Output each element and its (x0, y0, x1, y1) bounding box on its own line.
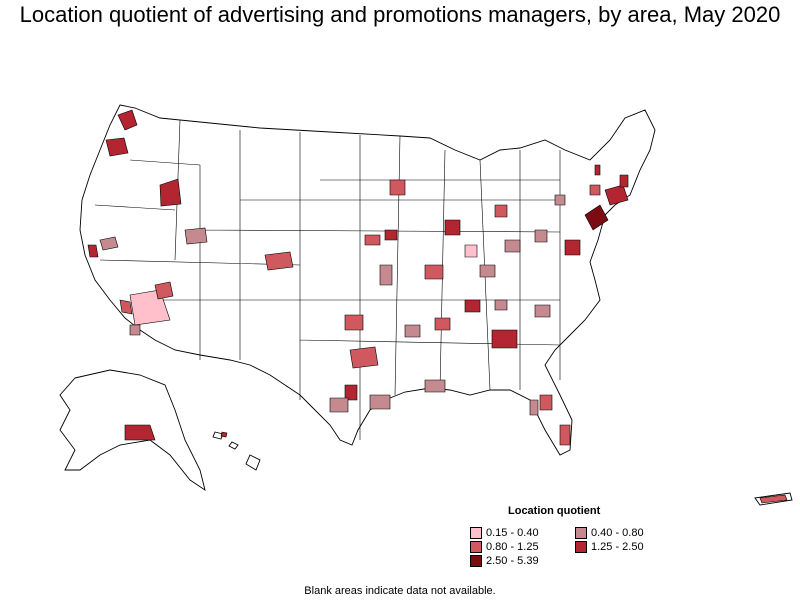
legend-swatch (470, 555, 482, 567)
legend-label: 0.15 - 0.40 (486, 527, 539, 539)
legend-swatch (575, 527, 587, 539)
hawaii-outline (212, 431, 261, 471)
legend-item: 0.15 - 0.40 (470, 527, 575, 539)
legend-title: Location quotient (508, 505, 601, 517)
legend-label: 0.80 - 1.25 (486, 541, 539, 553)
legend-label: 2.50 - 5.39 (486, 555, 539, 567)
legend-swatch (470, 527, 482, 539)
legend: Location quotient 0.15 - 0.40 0.40 - 0.8… (470, 505, 670, 567)
map-title: Location quotient of advertising and pro… (19, 2, 781, 27)
legend-item: 1.25 - 2.50 (575, 541, 675, 553)
legend-swatch (575, 541, 587, 553)
contiguous-us-outline (79, 104, 656, 456)
legend-item: 0.40 - 0.80 (575, 527, 675, 539)
legend-swatch (470, 541, 482, 553)
legend-item: 2.50 - 5.39 (470, 555, 575, 567)
legend-label: 0.40 - 0.80 (591, 527, 644, 539)
legend-item: 0.80 - 1.25 (470, 541, 575, 553)
footnote: Blank areas indicate data not available. (304, 585, 496, 597)
legend-label: 1.25 - 2.50 (591, 541, 644, 553)
